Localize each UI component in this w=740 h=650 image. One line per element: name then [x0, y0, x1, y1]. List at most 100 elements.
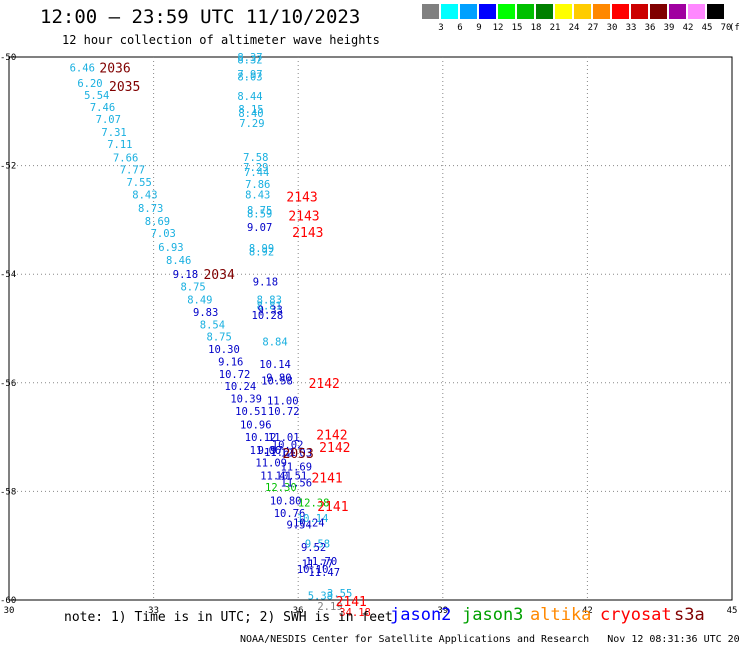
legend-label: 33	[625, 23, 637, 33]
wave-height-value: 7.03	[151, 228, 176, 240]
map-frame	[8, 56, 733, 601]
wave-height-value: 10.58	[261, 376, 293, 388]
wave-height-value: 2.19	[317, 601, 342, 613]
wave-height-value: 8.84	[262, 337, 287, 349]
wave-height-value: 10.72	[219, 369, 251, 381]
wave-height-value: 7.58	[243, 152, 268, 164]
legend-swatch	[688, 4, 705, 19]
wave-height-value: 10.72	[268, 406, 300, 418]
wave-height-value: 11.06	[250, 445, 282, 457]
lat-tick-label: -50	[0, 53, 16, 63]
legend-label: 27	[587, 23, 599, 33]
wave-height-value: 7.07	[96, 114, 121, 126]
legend-swatch	[479, 4, 496, 19]
wave-height-value: 12.03	[280, 447, 312, 459]
wave-height-value: 7.29	[239, 118, 264, 130]
wave-height-value: 9.97	[258, 445, 283, 457]
lat-tick-label: -56	[0, 379, 16, 389]
map-title: 12:00 — 23:59 UTC 11/10/2023	[40, 6, 361, 28]
legend-label: 39	[663, 23, 675, 33]
wave-height-value: 10.76	[274, 508, 306, 520]
legend-label: 6	[457, 23, 463, 33]
wave-height-value: 7.86	[245, 179, 270, 191]
lon-tick-label: 42	[582, 606, 593, 616]
wave-height-value: 8.49	[187, 295, 212, 307]
wave-height-value: 8.46	[166, 255, 191, 267]
wave-height-value: 10.51	[235, 406, 267, 418]
wave-height-value: 9.83	[193, 307, 218, 319]
wave-height-value: 8.03	[237, 72, 262, 84]
pass-time-label: 2143	[286, 191, 317, 206]
lon-tick-label: 39	[437, 606, 448, 616]
wave-height-value: 9.16	[218, 357, 243, 369]
wave-height-value: 10.14	[259, 359, 291, 371]
lon-tick-label: 33	[148, 606, 159, 616]
wave-height-value: 9.58	[305, 539, 330, 551]
wave-height-value: 7.46	[90, 102, 115, 114]
legend-label: 36	[644, 23, 656, 33]
wave-height-value: 12.38	[298, 497, 330, 509]
pass-time-label: 2036	[99, 61, 130, 76]
wave-height-value: 7.44	[244, 167, 269, 179]
wave-height-value: 10.24	[225, 381, 257, 393]
wave-height-value: 8.54	[200, 320, 225, 332]
pass-time-label: 2141	[311, 471, 342, 486]
wave-height-value: 5.38	[308, 591, 333, 603]
wave-height-value: 8.81	[257, 301, 282, 313]
satellite-jason2: jason2	[390, 605, 452, 625]
wave-height-value: 34.18	[339, 607, 371, 619]
wave-height-value: 8.75	[207, 332, 232, 344]
wave-height-value: 6.20	[77, 78, 102, 90]
wave-height-value: 11.70	[306, 556, 338, 568]
wave-height-value: 9.54	[287, 520, 312, 532]
pass-time-label: 2142	[319, 441, 350, 456]
wave-height-value: 9.80	[266, 372, 291, 384]
legend-label: 21	[549, 23, 561, 33]
legend-label: 3	[438, 23, 444, 33]
wave-height-value: 9.18	[173, 269, 198, 281]
wave-height-value: 11.09	[255, 458, 287, 470]
wave-height-value: 7.77	[120, 164, 145, 176]
wave-height-value: 11.56	[280, 478, 312, 490]
pass-time-label: 2143	[288, 210, 319, 225]
wave-height-value: 8.99	[249, 243, 274, 255]
wave-height-value: 5.54	[84, 90, 109, 102]
wave-height-value: 11.77	[302, 559, 334, 571]
wave-height-value: 11.69	[280, 461, 312, 473]
pass-time-label: 2034	[203, 268, 234, 283]
legend-swatch	[517, 4, 534, 19]
map-subtitle: 12 hour collection of altimeter wave hei…	[62, 33, 380, 47]
wave-height-value: 7.31	[101, 127, 126, 139]
satellite-cryosat: cryosat	[600, 605, 672, 625]
wave-height-value: 11.00	[267, 396, 299, 408]
wave-height-value: 11.41	[260, 471, 292, 483]
wave-height-value: 10.12	[245, 432, 277, 444]
legend-swatch	[574, 4, 591, 19]
wave-height-value: 9.07	[247, 222, 272, 234]
legend-label: 12	[492, 23, 504, 33]
legend-swatch	[650, 4, 667, 19]
legend-label: 42	[682, 23, 694, 33]
wave-height-value: 7.66	[113, 152, 138, 164]
wave-height-value: 6.46	[70, 62, 95, 74]
lat-tick-label: -60	[0, 596, 16, 606]
lat-tick-label: -54	[0, 270, 16, 280]
legend-swatch	[460, 4, 477, 19]
pass-time-label: 2053	[283, 447, 314, 462]
legend-swatch	[669, 4, 686, 19]
wave-height-value: 10.24	[293, 517, 325, 529]
legend-swatch	[498, 4, 515, 19]
legend-unit: (ft)	[729, 23, 740, 33]
wave-height-value: 8.43	[132, 189, 157, 201]
lon-tick-label: 36	[293, 606, 304, 616]
footnote: note: 1) Time is in UTC; 2) SWH is in fe…	[64, 610, 393, 625]
wave-height-value: 10.39	[230, 394, 262, 406]
pass-time-label: 2143	[292, 226, 323, 241]
legend-label: 18	[530, 23, 542, 33]
wave-height-value: 10.02	[272, 440, 304, 452]
pass-time-label: 2141	[336, 595, 367, 610]
wave-height-value: 8.44	[237, 91, 262, 103]
wave-height-value: 8.32	[237, 55, 262, 67]
wave-height-value: 7.97	[237, 69, 262, 81]
